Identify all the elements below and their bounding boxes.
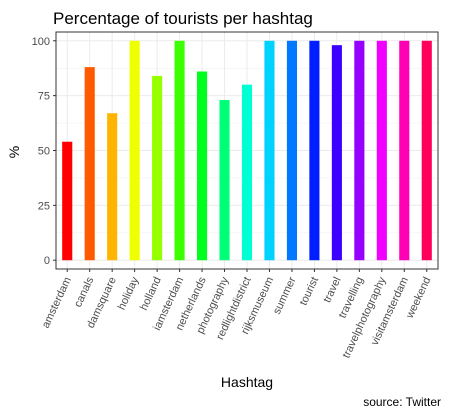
bar-netherlands <box>197 71 208 261</box>
y-axis-title: % <box>6 146 22 158</box>
bar-travelphotography <box>376 40 387 261</box>
bar-visitamsterdam <box>399 40 410 261</box>
y-tick-label: 75 <box>38 91 50 103</box>
bar-amsterdam <box>62 141 73 261</box>
bar-damsquare <box>107 113 118 261</box>
bar-summer <box>286 40 297 261</box>
bar-travel <box>331 45 342 261</box>
y-tick-label: 25 <box>38 200 50 212</box>
bars <box>55 31 439 270</box>
bar-rijksmuseum <box>264 40 275 261</box>
x-tick-label: canals <box>72 275 97 309</box>
x-tick-label: amsterdam <box>40 275 74 330</box>
source-caption: source: Twitter <box>363 395 441 409</box>
bar-photography <box>219 100 230 261</box>
x-axis: amsterdamcanalsdamsquareholidayhollandia… <box>40 269 433 360</box>
y-tick-label: 0 <box>44 255 50 267</box>
y-tick-label: 100 <box>32 36 50 48</box>
bar-holiday <box>129 40 140 261</box>
bar-redlightdistrict <box>241 84 253 261</box>
chart-title: Percentage of tourists per hashtag <box>53 9 313 28</box>
bar-tourist <box>309 40 320 261</box>
bar-canals <box>84 67 95 261</box>
x-tick-label: tourist <box>298 275 322 307</box>
bar-holland <box>152 75 163 261</box>
x-axis-title: Hashtag <box>221 374 273 390</box>
x-tick-label: travel <box>321 275 343 304</box>
bar-travelling <box>354 40 365 261</box>
y-tick-label: 50 <box>38 146 50 158</box>
bar-iamsterdam <box>174 40 185 261</box>
bar-weekend <box>421 40 432 261</box>
y-axis: 0 25 50 75 100 <box>32 36 56 267</box>
